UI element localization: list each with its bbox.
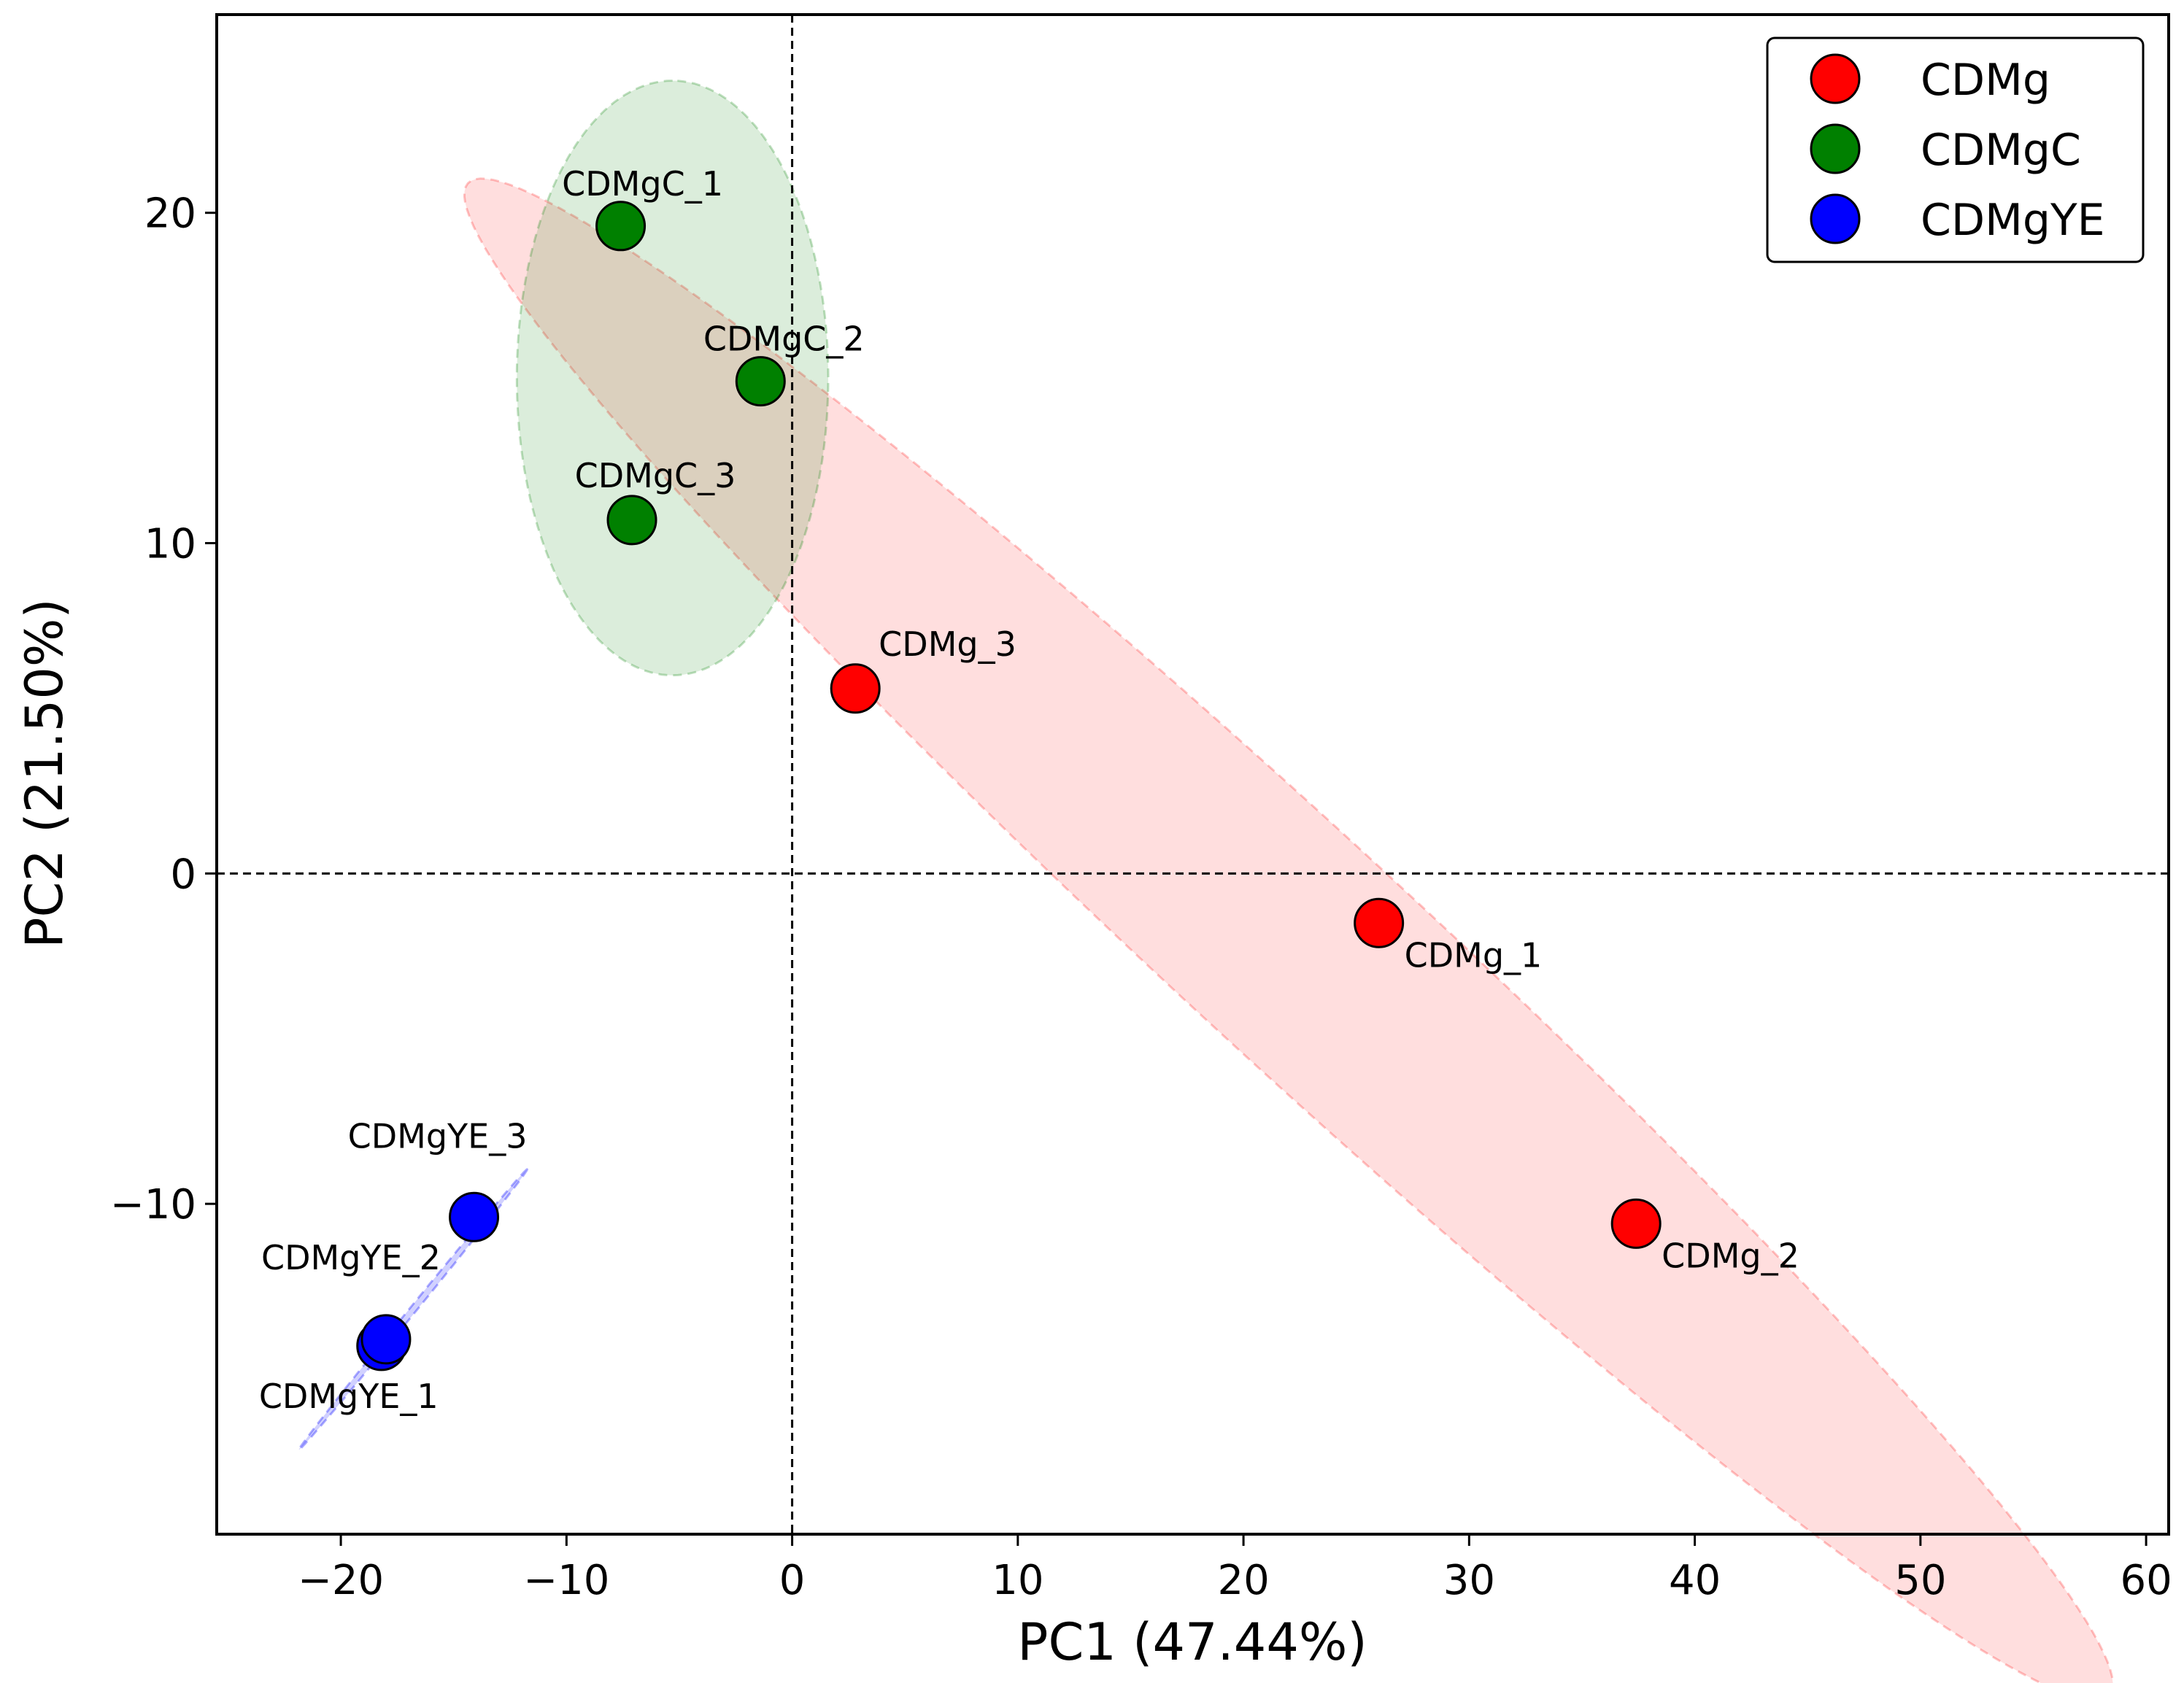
plot-frame bbox=[215, 13, 2170, 1536]
y-tick-label: −10 bbox=[110, 1181, 196, 1229]
legend-marker-cdmgc bbox=[1810, 123, 1861, 174]
x-axis-ticks: −20 −10 0 10 20 30 40 50 60 bbox=[298, 1534, 2172, 1604]
x-axis-label: PC1 (47.44%) bbox=[1017, 1612, 1367, 1672]
ellipse-cdmgc bbox=[515, 80, 830, 677]
legend-label-cdmg: CDMg bbox=[1921, 55, 2050, 106]
point-label-cdmgc-3: CDMgC_3 bbox=[575, 456, 736, 495]
point-label-cdmgye-1: CDMgYE_1 bbox=[259, 1377, 439, 1416]
point-cdmg-1 bbox=[1354, 897, 1405, 948]
point-labels: CDMg_1 CDMg_2 CDMg_3 CDMgC_1 CDMgC_2 CDMgC_3 C… bbox=[259, 164, 1799, 1416]
reference-lines bbox=[217, 15, 2169, 1534]
point-label-cdmgye-3: CDMgYE_3 bbox=[348, 1116, 528, 1156]
x-tick-label: 30 bbox=[1443, 1557, 1495, 1604]
y-axis-ticks: −10 0 10 20 bbox=[110, 190, 217, 1229]
legend-label-cdmgc: CDMgC bbox=[1921, 125, 2081, 176]
x-tick-label: 20 bbox=[1217, 1557, 1269, 1604]
x-tick-label: 50 bbox=[1894, 1557, 1946, 1604]
y-tick-label: 0 bbox=[170, 851, 196, 898]
y-axis-label: PC2 (21.50%) bbox=[15, 598, 74, 948]
point-cdmgc-2 bbox=[735, 356, 786, 407]
point-label-cdmg-1: CDMg_1 bbox=[1405, 935, 1543, 975]
x-tick-label: 60 bbox=[2120, 1557, 2172, 1604]
point-label-cdmg-3: CDMg_3 bbox=[879, 624, 1016, 664]
x-tick-label: 0 bbox=[779, 1557, 806, 1604]
ellipse-cdmg bbox=[463, 177, 2115, 1683]
y-tick-label: 10 bbox=[144, 521, 196, 568]
data-points bbox=[356, 201, 1662, 1371]
legend-marker-cdmg bbox=[1810, 53, 1861, 104]
x-tick-label: −10 bbox=[523, 1557, 609, 1604]
point-cdmgc-1 bbox=[595, 201, 647, 252]
point-label-cdmg-2: CDMg_2 bbox=[1662, 1236, 1799, 1275]
x-tick-label: 10 bbox=[992, 1557, 1043, 1604]
x-tick-label: −20 bbox=[298, 1557, 384, 1604]
point-label-cdmgc-2: CDMgC_2 bbox=[703, 320, 865, 359]
legend: CDMg CDMgC CDMgYE bbox=[1766, 36, 2145, 263]
point-cdmg-2 bbox=[1610, 1198, 1662, 1249]
legend-marker-cdmgye bbox=[1810, 193, 1861, 244]
legend-box bbox=[1766, 36, 2145, 263]
point-cdmg-3 bbox=[830, 663, 881, 714]
point-cdmgye-2 bbox=[360, 1314, 412, 1365]
y-tick-label: 20 bbox=[144, 190, 196, 238]
x-tick-label: 40 bbox=[1669, 1557, 1721, 1604]
point-label-cdmgc-1: CDMgC_1 bbox=[562, 164, 723, 204]
point-cdmgc-3 bbox=[606, 495, 657, 546]
legend-label-cdmgye: CDMgYE bbox=[1921, 195, 2105, 246]
point-cdmgye-3 bbox=[449, 1191, 500, 1242]
point-label-cdmgye-2: CDMgYE_2 bbox=[261, 1238, 441, 1277]
confidence-ellipses bbox=[298, 80, 2115, 1683]
